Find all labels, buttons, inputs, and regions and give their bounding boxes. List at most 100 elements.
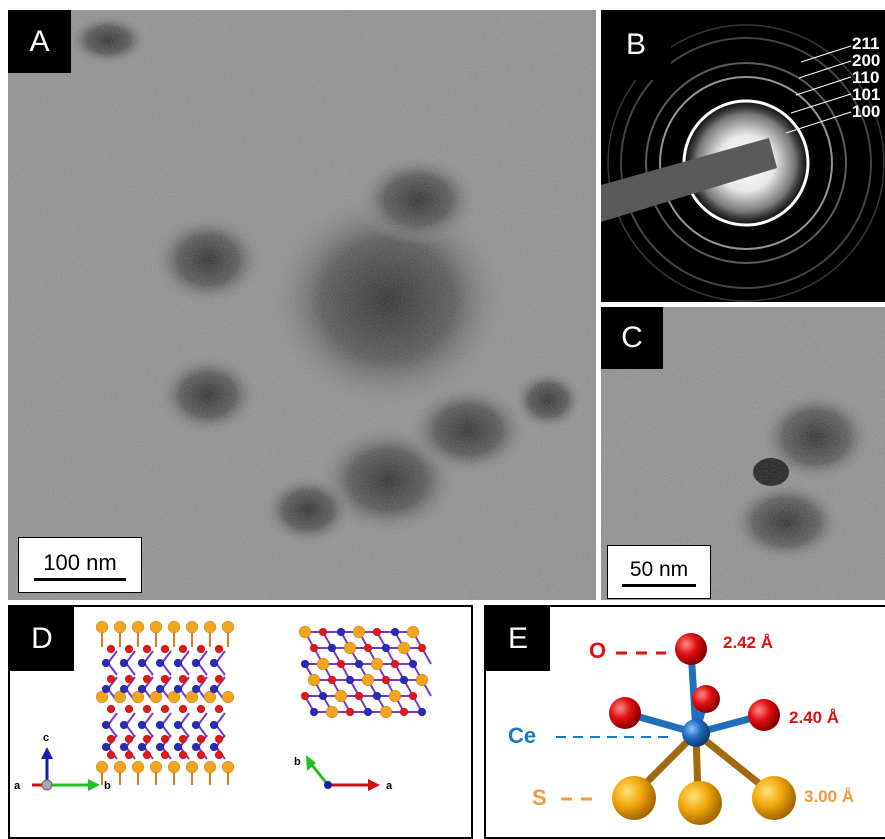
oxygen-atom <box>106 734 116 744</box>
cerium-atom <box>381 643 391 653</box>
cerium-atom <box>119 720 129 730</box>
oxygen-atom <box>390 659 400 669</box>
cerium-atom <box>101 742 111 752</box>
ring-label-211: 211 <box>852 34 880 53</box>
sulfur-atom <box>221 620 235 634</box>
cerium-atom <box>137 684 147 694</box>
sulfur-atom-right <box>752 776 796 820</box>
lattice-bond <box>179 650 190 664</box>
cerium-atom <box>137 742 147 752</box>
axes-left <box>32 747 100 791</box>
sulfur-atom <box>203 620 217 634</box>
oxygen-atom <box>106 704 116 714</box>
sulfur-atom <box>316 657 330 671</box>
sulfur-atom <box>388 689 402 703</box>
sulfur-atom <box>221 760 235 774</box>
oxygen-atom <box>178 750 188 760</box>
oxygen-atom <box>178 644 188 654</box>
sulfur-atom <box>334 689 348 703</box>
oxygen-atom <box>160 734 170 744</box>
bond-length-o-top: 2.42 Å <box>723 633 774 652</box>
sulfur-atom <box>185 620 199 634</box>
oxygen-atom <box>372 627 382 637</box>
oxygen-atom-back <box>692 685 720 713</box>
oxygen-atom <box>142 704 152 714</box>
lattice-bond <box>125 676 136 690</box>
bond-length-s: 3.00 Å <box>804 787 855 806</box>
scale-text-a: 100 nm <box>43 549 117 575</box>
cerium-atom <box>372 691 382 701</box>
oxygen-atom <box>381 675 391 685</box>
cerium-atom <box>209 742 219 752</box>
top-view-lattice <box>298 625 432 719</box>
oxygen-atom <box>318 627 328 637</box>
lattice-bond <box>107 676 118 690</box>
cerium-atom <box>209 684 219 694</box>
oxygen-atom <box>160 704 170 714</box>
oxygen-atom <box>214 750 224 760</box>
cerium-atom <box>173 684 183 694</box>
oxygen-atom <box>124 704 134 714</box>
sulfur-atom <box>149 690 163 704</box>
bond-length-o-side: 2.40 Å <box>789 708 840 727</box>
ring-label-110: 110 <box>852 68 880 87</box>
cerium-atom <box>191 658 201 668</box>
lattice-bond <box>161 650 172 664</box>
lattice-bond <box>179 712 190 726</box>
sulfur-atom <box>113 620 127 634</box>
lattice-bond <box>107 712 118 726</box>
oxygen-atom <box>178 674 188 684</box>
lattice-bond <box>125 724 136 738</box>
cerium-atom <box>173 658 183 668</box>
oxygen-atom <box>178 704 188 714</box>
cerium-atom <box>408 659 418 669</box>
oxygen-atom <box>345 707 355 717</box>
sulfur-atom <box>185 760 199 774</box>
oxygen-atom <box>106 750 116 760</box>
sulfur-atom <box>95 690 109 704</box>
ring-label-101: 101 <box>852 85 881 104</box>
oxygen-atom <box>196 644 206 654</box>
crystal-structure-d: D c a b b a <box>8 605 473 839</box>
lattice-bond <box>197 712 208 726</box>
cerium-atom <box>155 658 165 668</box>
sulfur-atom <box>307 673 321 687</box>
lattice-bond <box>161 712 172 726</box>
cerium-atom <box>101 684 111 694</box>
sulfur-atom <box>95 620 109 634</box>
tem-image-a-graphic <box>8 10 596 600</box>
axis-label-b-left: b <box>104 780 111 792</box>
lattice-bond <box>215 724 226 738</box>
axis-label-b-right: b <box>294 756 301 768</box>
sulfur-atom <box>379 705 393 719</box>
oxygen-atom <box>160 674 170 684</box>
crystal-graphic: c a b b a <box>14 620 432 792</box>
atom-label-s: S <box>532 785 547 810</box>
panel-label-d: D <box>10 607 74 671</box>
cerium-atom <box>309 707 319 717</box>
oxygen-atom <box>408 691 418 701</box>
sulfur-atom <box>203 760 217 774</box>
lattice-bond <box>215 650 226 664</box>
cerium-atom <box>155 742 165 752</box>
sulfur-atom <box>131 620 145 634</box>
cerium-atom <box>119 684 129 694</box>
lattice-bond <box>161 676 172 690</box>
oxygen-atom <box>160 750 170 760</box>
oxygen-atom <box>214 704 224 714</box>
oxygen-atom <box>142 734 152 744</box>
ring-label-100: 100 <box>852 102 881 121</box>
sulfur-atom <box>406 625 420 639</box>
cerium-atom <box>173 720 183 730</box>
cerium-atom <box>300 659 310 669</box>
lattice-bond <box>125 712 136 726</box>
atom-label-ce: Ce <box>508 723 537 748</box>
cerium-atom <box>155 684 165 694</box>
sulfur-atom <box>131 760 145 774</box>
lattice-bond <box>107 650 118 664</box>
scale-line-c <box>622 583 696 587</box>
oxygen-atom <box>142 644 152 654</box>
sulfur-atom <box>95 760 109 774</box>
lattice-bond <box>125 662 136 676</box>
oxygen-atom <box>142 750 152 760</box>
